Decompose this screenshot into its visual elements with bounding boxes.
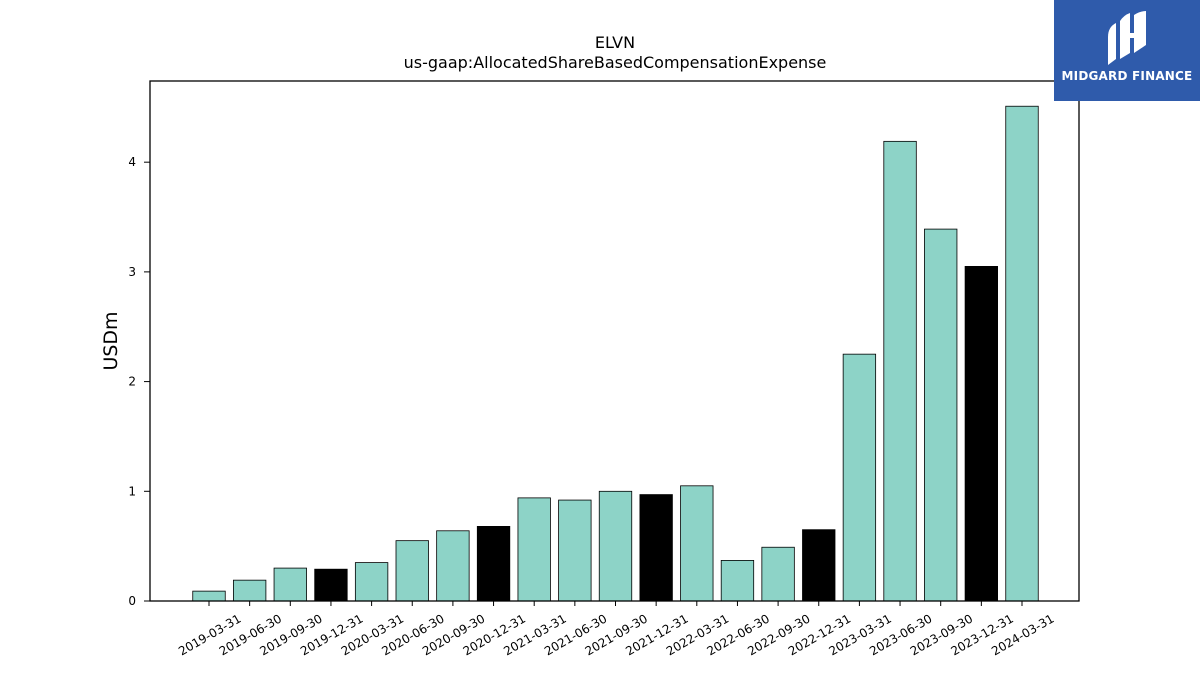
bar [476, 526, 511, 602]
bar [883, 140, 917, 602]
bar [314, 568, 348, 602]
bar [192, 590, 226, 602]
bar [802, 529, 836, 602]
bar [1005, 105, 1039, 602]
y-axis-label: USDm [100, 311, 122, 370]
bar-group [192, 105, 1039, 602]
bar [924, 228, 958, 602]
bar [395, 540, 429, 602]
bar [517, 497, 551, 602]
bar [558, 499, 592, 602]
y-tick-label: 3 [128, 265, 136, 279]
y-tick-label: 2 [128, 375, 136, 389]
plot-frame [149, 80, 1080, 602]
bar [842, 353, 877, 602]
midgard-logo-icon [1108, 11, 1146, 65]
bar [761, 546, 795, 602]
logo-text: MIDGARD FINANCE [1061, 69, 1193, 83]
bar [354, 562, 389, 602]
bar [639, 494, 673, 602]
bar [598, 490, 633, 602]
bar [436, 530, 470, 602]
y-tick-label: 4 [128, 155, 136, 169]
y-tick-label: 1 [128, 484, 136, 498]
y-axis-ticks: 0 1 2 3 4 [128, 155, 150, 608]
bar [964, 265, 998, 602]
brand-logo: MIDGARD FINANCE [1054, 0, 1200, 101]
chart-subtitle: us-gaap:AllocatedShareBasedCompensationE… [404, 53, 827, 72]
bar [680, 485, 714, 602]
bar [720, 560, 755, 602]
bar [232, 579, 267, 602]
x-axis-ticks: 2019-03-312019-06-302019-09-302019-12-31… [176, 601, 1057, 658]
bar [273, 567, 307, 602]
chart-title: ELVN [595, 33, 635, 52]
y-tick-label: 0 [128, 594, 136, 608]
